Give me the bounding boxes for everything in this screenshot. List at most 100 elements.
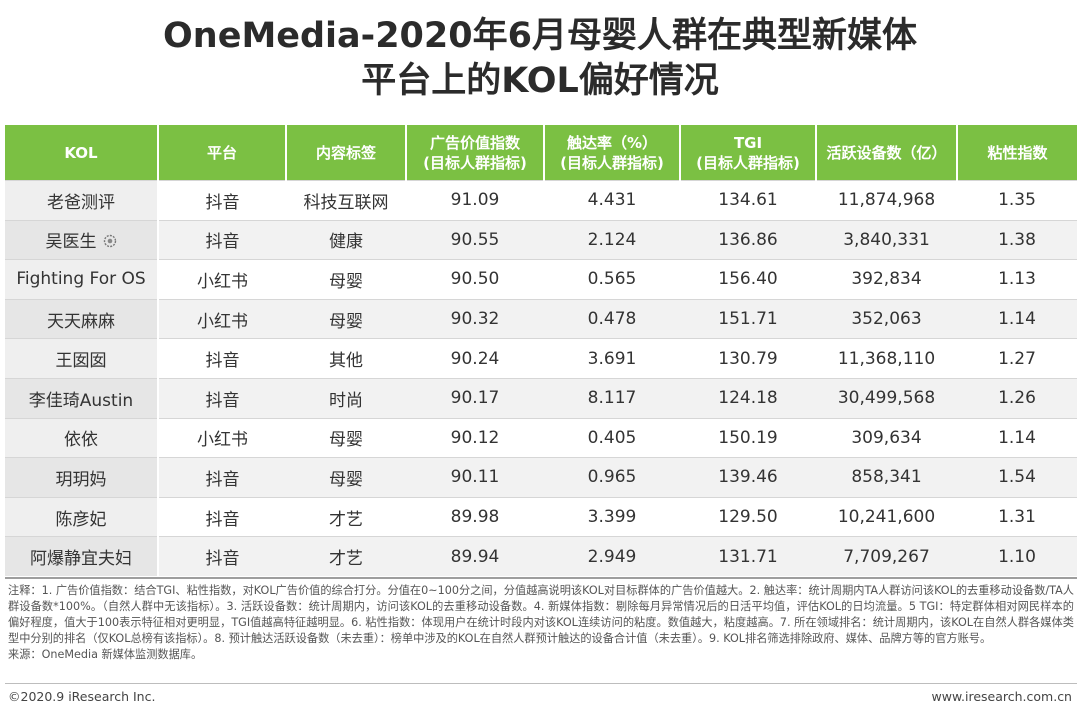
tgi-text: 124.18 <box>718 388 778 409</box>
page-title: OneMedia-2020年6月母婴人群在典型新媒体 平台上的KOL偏好情况 <box>0 14 1080 104</box>
ad-value-cell: 89.94 <box>406 536 544 576</box>
column-header: KOL <box>5 125 159 181</box>
active-devices-cell: 858,341 <box>816 457 957 498</box>
platform-cell: 抖音 <box>158 496 286 537</box>
active-devices-text: 7,709,267 <box>843 546 930 567</box>
ad-value-cell: 90.32 <box>406 298 544 339</box>
tgi-cell: 156.40 <box>680 259 816 300</box>
content-tag-text: 母婴 <box>329 469 363 490</box>
content-tag-text: 健康 <box>329 232 363 253</box>
column-header: TGI (目标人群指标) <box>680 125 817 181</box>
content-tag-cell: 其他 <box>286 338 406 379</box>
notes-text: 注释：1. 广告价值指数：结合TGI、粘性指数，对KOL广告价值的综合打分。分值… <box>8 584 1074 645</box>
column-header-label: TGI <box>733 133 763 152</box>
verified-badge-icon <box>103 235 116 248</box>
reach-rate-cell: 0.405 <box>544 417 680 458</box>
column-header-label: KOL <box>64 143 98 162</box>
kol-name-text: 陈彦妃 <box>55 509 107 530</box>
content-tag-text: 科技互联网 <box>303 192 389 213</box>
ad-value-text: 90.32 <box>450 309 500 330</box>
platform-text: 抖音 <box>205 192 240 213</box>
kol-name-text: Fighting For OS <box>16 269 146 290</box>
column-header-label: 内容标签 <box>315 143 376 162</box>
ad-value-text: 90.55 <box>450 229 500 250</box>
active-devices-text: 309,634 <box>851 427 922 448</box>
stickiness-text: 1.13 <box>998 269 1036 290</box>
content-tag-cell: 母婴 <box>286 457 406 498</box>
content-tag-text: 才艺 <box>329 549 363 570</box>
stickiness-cell: 1.14 <box>957 298 1077 339</box>
ad-value-text: 90.17 <box>450 388 500 409</box>
tgi-text: 136.86 <box>718 229 778 250</box>
table-row: 王囡囡 抖音 其他 90.24 3.691 130.79 11,368,110 1.27 <box>5 338 1077 379</box>
reach-rate-cell: 0.565 <box>544 259 680 300</box>
content-tag-text: 母婴 <box>329 430 363 451</box>
tgi-text: 151.71 <box>718 309 778 330</box>
active-devices-cell: 10,241,600 <box>816 496 957 537</box>
table-row: 李佳琦Austin 抖音 时尚 90.17 8.117 124.18 30,499,568 1… <box>5 377 1077 419</box>
column-header-label: 活跃设备数（亿） <box>826 143 947 162</box>
column-header: 平台 <box>158 125 287 181</box>
tgi-cell: 131.71 <box>680 536 816 576</box>
content-tag-text: 时尚 <box>329 390 363 411</box>
active-devices-text: 352,063 <box>851 309 922 330</box>
stickiness-text: 1.14 <box>998 309 1036 330</box>
copyright-text: ©2020.9 iResearch Inc. <box>8 689 156 704</box>
title-line-2: 平台上的KOL偏好情况 <box>361 61 719 101</box>
active-devices-text: 11,368,110 <box>837 348 936 369</box>
active-devices-text: 11,874,968 <box>837 190 936 211</box>
table-row: 陈彦妃 抖音 才艺 89.98 3.399 129.50 10,241,600 1.31 <box>5 496 1077 537</box>
tgi-cell: 134.61 <box>680 180 816 221</box>
active-devices-cell: 11,874,968 <box>816 180 957 221</box>
active-devices-cell: 7,709,267 <box>816 536 957 576</box>
stickiness-cell: 1.31 <box>957 496 1077 537</box>
notes-block: 注释：1. 广告价值指数：结合TGI、粘性指数，对KOL广告价值的综合打分。分值… <box>8 583 1074 663</box>
reach-rate-text: 0.478 <box>587 309 637 330</box>
stickiness-cell: 1.54 <box>957 457 1077 498</box>
content-tag-cell: 科技互联网 <box>286 180 406 221</box>
stickiness-cell: 1.35 <box>957 180 1077 221</box>
tgi-text: 139.46 <box>718 467 778 488</box>
active-devices-cell: 3,840,331 <box>816 219 957 260</box>
platform-text: 抖音 <box>205 549 240 570</box>
tgi-text: 129.50 <box>718 507 778 528</box>
tgi-cell: 139.46 <box>680 457 816 498</box>
active-devices-text: 858,341 <box>851 467 922 488</box>
active-devices-cell: 352,063 <box>816 298 957 339</box>
tgi-text: 131.71 <box>718 546 778 567</box>
reach-rate-cell: 2.949 <box>544 536 680 576</box>
reach-rate-cell: 3.691 <box>544 338 680 379</box>
kol-name-text: 阿爆静宜夫妇 <box>30 549 132 570</box>
title-line-1: OneMedia-2020年6月母婴人群在典型新媒体 <box>163 16 917 56</box>
active-devices-text: 30,499,568 <box>837 388 936 409</box>
active-devices-text: 392,834 <box>851 269 922 290</box>
reach-rate-text: 0.965 <box>587 467 637 488</box>
table-row: 天天麻麻 小红书 母婴 90.32 0.478 151.71 352,063 1.14 <box>5 298 1077 339</box>
source-text: 来源：OneMedia 新媒体监测数据库。 <box>8 648 203 661</box>
stickiness-cell: 1.26 <box>957 377 1077 419</box>
website-link[interactable]: www.iresearch.com.cn <box>931 689 1073 704</box>
stickiness-text: 1.27 <box>998 348 1036 369</box>
content-tag-cell: 健康 <box>286 219 406 260</box>
ad-value-text: 91.09 <box>450 190 500 211</box>
stickiness-text: 1.35 <box>998 190 1036 211</box>
platform-text: 小红书 <box>197 271 248 292</box>
content-tag-cell: 才艺 <box>286 496 406 537</box>
platform-cell: 抖音 <box>158 377 286 419</box>
reach-rate-text: 0.405 <box>587 427 637 448</box>
platform-text: 抖音 <box>205 390 240 411</box>
kol-name-text: 李佳琦Austin <box>28 390 134 411</box>
platform-text: 抖音 <box>205 351 240 372</box>
stickiness-text: 1.14 <box>998 427 1036 448</box>
kol-name-text: 天天麻麻 <box>47 311 115 332</box>
active-devices-cell: 309,634 <box>816 417 957 458</box>
reach-rate-cell: 2.124 <box>544 219 680 260</box>
stickiness-text: 1.26 <box>998 388 1036 409</box>
tgi-cell: 130.79 <box>680 338 816 379</box>
kol-name-cell: 天天麻麻 <box>5 298 159 339</box>
tgi-text: 156.40 <box>718 269 778 290</box>
content-tag-cell: 母婴 <box>286 259 406 300</box>
kol-name-cell: 老爸测评 <box>5 180 159 221</box>
kol-name-cell: 王囡囡 <box>5 338 159 379</box>
tgi-text: 130.79 <box>718 348 778 369</box>
